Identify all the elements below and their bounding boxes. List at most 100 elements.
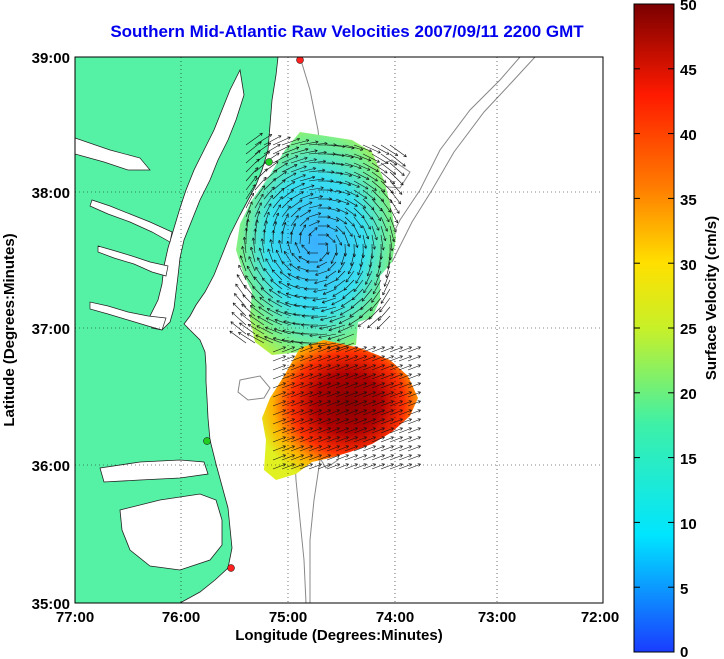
velocity-vector — [231, 312, 234, 316]
velocity-vector — [299, 454, 313, 461]
velocity-vector — [317, 346, 331, 353]
velocity-vector — [249, 247, 252, 251]
velocity-vector — [321, 177, 325, 180]
velocity-vector — [317, 463, 331, 470]
grid-lines — [75, 57, 603, 603]
velocity-vector — [270, 239, 274, 254]
velocity-vector — [330, 252, 337, 264]
velocity-vector — [257, 167, 259, 171]
velocity-vector — [337, 454, 340, 458]
velocity-vector — [407, 409, 421, 416]
velocity-vector — [366, 273, 368, 277]
x-axis-label: Longitude (Degrees:Minutes) — [235, 627, 443, 644]
velocity-vector — [281, 409, 295, 416]
velocity-vector — [329, 315, 346, 323]
velocity-vector — [269, 194, 273, 197]
velocity-vector — [371, 144, 390, 155]
velocity-vector — [284, 311, 288, 313]
velocity-vector — [317, 445, 331, 452]
velocity-vector — [230, 321, 247, 335]
velocity-vector — [253, 276, 265, 290]
velocity-vector — [344, 427, 358, 434]
velocity-vector — [347, 194, 351, 196]
velocity-vector — [305, 148, 309, 152]
velocity-vector — [276, 249, 283, 263]
velocity-vector — [380, 364, 394, 371]
velocity-vector — [291, 330, 295, 333]
velocity-vector — [282, 188, 285, 192]
velocity-vector — [236, 274, 240, 277]
velocity-vector — [373, 427, 376, 431]
velocity-vector — [262, 278, 264, 282]
velocity-vector — [356, 194, 359, 197]
velocity-vector — [335, 153, 354, 158]
velocity-vector — [362, 216, 371, 230]
velocity-vector — [314, 279, 328, 284]
velocity-vector — [299, 409, 313, 416]
velocity-vector — [376, 228, 380, 231]
velocity-vector — [254, 185, 265, 200]
velocity-vector — [328, 364, 331, 368]
velocity-vector — [349, 173, 352, 177]
velocity-vector — [308, 204, 322, 209]
velocity-vector — [251, 295, 253, 299]
velocity-vector — [257, 316, 274, 326]
velocity-vector — [232, 302, 247, 317]
velocity-vector — [371, 153, 389, 164]
velocity-vector — [319, 259, 323, 262]
velocity-vector — [355, 245, 358, 248]
velocity-vector — [283, 320, 287, 322]
velocity-vector — [325, 270, 337, 279]
velocity-vector — [391, 463, 394, 467]
velocity-vector — [281, 261, 283, 265]
velocity-vector — [269, 289, 271, 293]
velocity-vector — [229, 330, 232, 334]
velocity-vector — [346, 427, 349, 431]
velocity-vector — [355, 270, 364, 284]
velocity-vector — [263, 268, 267, 270]
velocity-vector — [288, 273, 301, 281]
velocity-vector — [304, 166, 307, 169]
velocity-vector — [284, 311, 301, 317]
velocity-vector — [316, 264, 319, 268]
velocity-vector — [262, 277, 274, 290]
velocity-vector — [371, 454, 385, 461]
velocity-vector — [319, 454, 322, 458]
velocity-vector — [315, 140, 319, 143]
velocity-vector — [290, 445, 304, 452]
velocity-vector — [352, 296, 354, 300]
velocity-vector — [338, 261, 346, 273]
velocity-vector — [341, 297, 355, 307]
velocity-vector — [273, 337, 277, 339]
velocity-vector — [335, 234, 342, 246]
velocity-vector — [308, 342, 328, 345]
velocity-vector — [308, 409, 322, 416]
velocity-vector — [295, 242, 298, 245]
velocity-vector — [275, 309, 292, 317]
velocity-vector — [254, 134, 272, 146]
velocity-vector — [314, 282, 318, 285]
velocity-vector — [283, 373, 286, 377]
velocity-vector — [382, 373, 385, 377]
velocity-vector — [362, 189, 376, 201]
colorbar-tick-labels: 50 45 40 35 30 25 20 15 10 5 0 — [680, 0, 697, 659]
velocity-vector — [328, 391, 331, 395]
velocity-vector — [400, 364, 403, 368]
velocity-vector — [389, 153, 406, 167]
radar-station-marker — [265, 158, 273, 166]
velocity-vector — [332, 288, 346, 297]
velocity-vector — [293, 304, 297, 307]
velocity-vector — [285, 302, 301, 308]
velocity-vector — [335, 463, 349, 470]
velocity-vector — [305, 269, 309, 272]
velocity-vector — [291, 331, 295, 335]
velocity-vector — [340, 173, 344, 176]
velocity-vector — [281, 261, 285, 263]
velocity-vector — [352, 298, 356, 301]
velocity-vector — [326, 216, 339, 222]
velocity-vector — [284, 251, 292, 263]
velocity-vector — [305, 217, 309, 219]
velocity-vector — [299, 159, 317, 164]
velocity-vector — [247, 324, 265, 335]
velocity-vector — [344, 436, 358, 443]
